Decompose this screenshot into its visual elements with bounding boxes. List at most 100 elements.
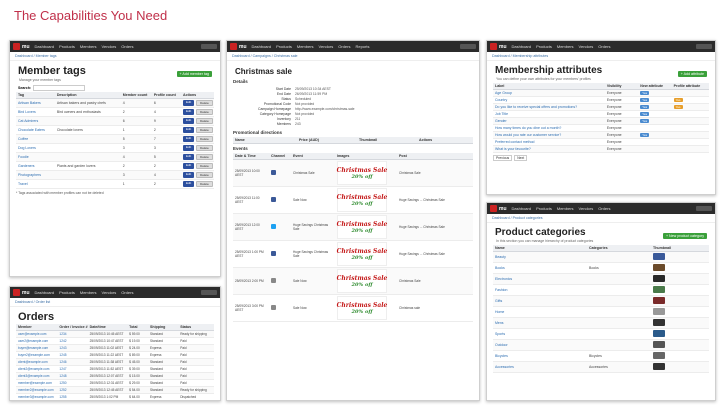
field-value[interactable]: http://www.example.com/christmas-sale <box>295 106 355 111</box>
category-name-link[interactable]: Outdoor <box>495 343 508 347</box>
user-menu[interactable] <box>201 290 217 295</box>
nav-item[interactable]: Orders <box>121 44 134 49</box>
attribute-label-link[interactable]: Job Title <box>495 112 509 116</box>
attribute-label-link[interactable]: How many times do you dine out a month? <box>495 126 562 130</box>
member-link[interactable]: buyer@example.com <box>18 346 49 350</box>
column-header[interactable]: Date & Time <box>235 154 256 158</box>
tag-name-link[interactable]: Cat Admirers <box>18 119 39 123</box>
add-member-tag-button[interactable]: + Add member tag <box>176 71 212 77</box>
tag-name-link[interactable]: Artisan Bakers <box>18 101 41 105</box>
nav-item[interactable]: Vendors <box>101 290 117 295</box>
nav-item[interactable]: Dashboard <box>34 44 55 49</box>
delete-button[interactable]: Delete <box>196 109 213 115</box>
order-number-link[interactable]: 1243 <box>59 346 67 350</box>
breadcrumb[interactable]: Dashboard / Membership attributes <box>487 52 715 61</box>
delete-button[interactable]: Delete <box>196 181 213 187</box>
category-name-link[interactable]: Gifts <box>495 299 503 303</box>
category-name-link[interactable]: Fashion <box>495 288 508 292</box>
category-name-link[interactable]: Electronics <box>495 277 513 281</box>
edit-button[interactable]: Edit <box>182 154 195 160</box>
nav-item[interactable]: Dashboard <box>511 206 532 211</box>
category-name-link[interactable]: Beauty <box>495 255 506 259</box>
nav-item[interactable]: Vendors <box>578 206 594 211</box>
order-number-link[interactable]: 1252 <box>59 388 67 392</box>
column-header[interactable]: Name <box>495 246 505 250</box>
column-header[interactable]: Label <box>495 84 505 88</box>
member-link[interactable]: user@example.com <box>18 332 47 336</box>
column-header[interactable]: Categories <box>589 246 608 250</box>
column-header[interactable]: Post <box>399 154 407 158</box>
order-number-link[interactable]: 1247 <box>59 367 67 371</box>
delete-button[interactable]: Delete <box>196 172 213 178</box>
edit-button[interactable]: Edit <box>182 127 195 133</box>
delete-button[interactable]: Delete <box>196 154 213 160</box>
attribute-label-link[interactable]: Country <box>495 98 508 102</box>
nav-item[interactable]: Members <box>79 44 97 49</box>
nav-item[interactable]: Reports <box>355 44 370 49</box>
column-header[interactable]: Profile attribute <box>673 84 701 88</box>
user-menu[interactable] <box>201 44 217 49</box>
category-name-link[interactable]: Sports <box>495 332 506 336</box>
user-menu[interactable] <box>460 44 476 49</box>
new-product-category-button[interactable]: + New product category <box>662 233 707 239</box>
member-link[interactable]: buyer2@example.com <box>18 353 50 357</box>
column-header[interactable]: Description <box>56 93 77 97</box>
edit-button[interactable]: Edit <box>182 109 195 115</box>
order-number-link[interactable]: 1255 <box>59 395 67 399</box>
nav-item[interactable]: Products <box>59 44 75 49</box>
member-link[interactable]: member2@example.com <box>18 388 54 392</box>
delete-button[interactable]: Delete <box>196 145 213 151</box>
nav-item[interactable]: Dashboard <box>251 44 272 49</box>
nav-item[interactable]: Dashboard <box>511 44 532 49</box>
column-header[interactable]: Order / Invoice # <box>59 325 88 329</box>
nav-item[interactable]: Orders <box>338 44 351 49</box>
delete-button[interactable]: Delete <box>196 163 213 169</box>
order-number-link[interactable]: 1234 <box>59 332 67 336</box>
member-link[interactable]: user2@example.com <box>18 339 49 343</box>
tag-name-link[interactable]: Chocolate Eaters <box>18 128 45 132</box>
pager-button[interactable]: Next <box>514 155 528 161</box>
user-menu[interactable] <box>696 206 712 211</box>
order-number-link[interactable]: 1248 <box>59 374 67 378</box>
add-attribute-button[interactable]: + Add attribute <box>677 71 707 77</box>
delete-button[interactable]: Delete <box>196 118 213 124</box>
order-number-link[interactable]: 1242 <box>59 339 67 343</box>
nav-item[interactable]: Orders <box>121 290 134 295</box>
tag-name-link[interactable]: Foodie <box>18 155 29 159</box>
order-number-link[interactable]: 1245 <box>59 353 67 357</box>
edit-button[interactable]: Edit <box>182 136 195 142</box>
column-header[interactable]: Thumbnail <box>653 246 672 250</box>
nav-item[interactable]: Orders <box>598 44 611 49</box>
nav-item[interactable]: Vendors <box>318 44 334 49</box>
pager-button[interactable]: Previous <box>493 155 513 161</box>
breadcrumb[interactable]: Dashboard / Product categories <box>487 214 715 223</box>
member-link[interactable]: client3@example.com <box>18 374 50 378</box>
edit-button[interactable]: Edit <box>182 100 195 106</box>
nav-item[interactable]: Dashboard <box>34 290 55 295</box>
delete-button[interactable]: Delete <box>196 127 213 133</box>
attribute-label-link[interactable]: Do you like to receive special offers an… <box>495 105 578 109</box>
member-link[interactable]: client2@example.com <box>18 367 50 371</box>
nav-item[interactable]: Products <box>536 206 552 211</box>
nav-item[interactable]: Vendors <box>578 44 594 49</box>
breadcrumb[interactable]: Dashboard / Order list <box>10 298 220 307</box>
column-header[interactable]: Member count <box>122 93 148 97</box>
breadcrumb[interactable]: Dashboard / Campaigns / Christmas sale <box>227 52 479 61</box>
nav-item[interactable]: Products <box>536 44 552 49</box>
nav-item[interactable]: Products <box>59 290 75 295</box>
category-name-link[interactable]: Home <box>495 310 505 314</box>
column-header[interactable]: Tag <box>18 93 25 97</box>
edit-button[interactable]: Edit <box>182 181 195 187</box>
delete-button[interactable]: Delete <box>196 136 213 142</box>
tag-name-link[interactable]: Photographers <box>18 173 41 177</box>
tag-name-link[interactable]: Bird Lovers <box>18 110 36 114</box>
nav-item[interactable]: Members <box>296 44 314 49</box>
order-number-link[interactable]: 1250 <box>59 381 67 385</box>
column-header[interactable]: Visibility <box>606 84 622 88</box>
nav-item[interactable]: Orders <box>598 206 611 211</box>
attribute-label-link[interactable]: Age Group <box>495 91 512 95</box>
nav-item[interactable]: Members <box>556 44 574 49</box>
column-header[interactable]: Thumbnail <box>359 138 378 142</box>
column-header[interactable]: Status <box>180 325 192 329</box>
column-header[interactable]: Images <box>337 154 350 158</box>
